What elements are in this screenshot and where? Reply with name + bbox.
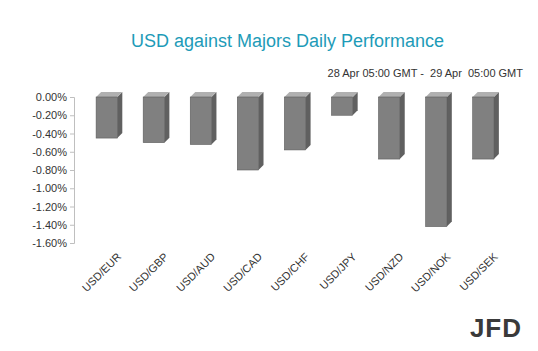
- x-tick: USD/CHF: [268, 249, 311, 293]
- bar-front: [96, 97, 117, 138]
- y-tick-mark: [70, 134, 74, 135]
- x-tick-label: USD/CAD: [221, 250, 265, 294]
- x-tick: USD/JPY: [317, 249, 359, 292]
- y-tick-mark: [70, 243, 74, 244]
- bar-side: [400, 92, 405, 159]
- bar: [426, 92, 452, 227]
- y-axis: 0.00% -0.20% -0.40% -0.60% -0.80% -1.00% -1.20…: [32, 91, 74, 249]
- y-tick: -1.60%: [32, 237, 74, 249]
- bar: [284, 92, 310, 150]
- bar: [143, 92, 169, 143]
- y-tick-mark: [70, 225, 74, 226]
- x-tick-label: USD/CHF: [268, 250, 311, 293]
- x-tick: USD/EUR: [80, 249, 124, 294]
- logo: JFD: [470, 313, 522, 343]
- bar: [473, 92, 499, 159]
- bar-side: [164, 92, 169, 143]
- y-tick-mark: [70, 115, 74, 116]
- y-tick-mark: [70, 170, 74, 171]
- y-tick: 0.00%: [36, 91, 74, 103]
- x-tick: USD/CAD: [221, 249, 265, 294]
- subtitle: 28 Apr 05:00 GMT - 29 Apr 05:00 GMT: [328, 67, 524, 79]
- y-tick-label: 0.00%: [36, 91, 67, 103]
- x-tick-label: USD/AUD: [174, 250, 218, 294]
- bar-front: [284, 97, 305, 150]
- y-tick: -0.20%: [32, 109, 74, 121]
- bar-front: [379, 97, 400, 159]
- bar-side: [447, 92, 452, 227]
- y-tick-label: -1.40%: [32, 219, 67, 231]
- bar: [96, 92, 122, 138]
- y-axis-line: [70, 98, 75, 244]
- title: USD against Majors Daily Performance: [131, 31, 444, 51]
- bar-side: [259, 92, 264, 170]
- y-tick: -0.80%: [32, 164, 74, 176]
- bar-front: [237, 97, 258, 170]
- y-tick-label: -1.20%: [32, 201, 67, 213]
- x-tick-label: USD/SEK: [457, 250, 500, 293]
- y-tick-label: -1.00%: [32, 182, 67, 194]
- bar: [379, 92, 405, 159]
- bar-front: [143, 97, 164, 143]
- y-tick-mark: [70, 188, 74, 189]
- bar: [331, 92, 357, 115]
- bar-top: [379, 92, 405, 97]
- y-tick-mark: [70, 207, 74, 208]
- bar-side: [306, 92, 311, 150]
- bar-side: [117, 92, 122, 138]
- x-tick-label: USD/EUR: [80, 250, 124, 294]
- x-tick: USD/AUD: [174, 249, 218, 294]
- bar-front: [190, 97, 211, 144]
- bar-top: [426, 92, 452, 97]
- y-tick: -0.40%: [32, 128, 74, 140]
- background: [0, 0, 538, 351]
- y-tick-mark: [70, 97, 74, 98]
- chart: USD against Majors Daily Performance 28 A…: [0, 0, 538, 351]
- bar-top: [331, 92, 357, 97]
- bar-top: [284, 92, 310, 97]
- y-tick: -1.40%: [32, 219, 74, 231]
- bar: [190, 92, 216, 144]
- bar-top: [190, 92, 216, 97]
- x-tick-label: USD/JPY: [317, 250, 359, 292]
- x-tick-label: USD/GBP: [127, 250, 170, 293]
- y-tick-label: -1.60%: [32, 237, 67, 249]
- bar-front: [473, 97, 494, 159]
- x-tick: USD/NOK: [409, 249, 453, 294]
- bar: [237, 92, 263, 170]
- x-tick: USD/GBP: [127, 249, 170, 294]
- bars: [96, 92, 499, 227]
- y-tick-label: -0.60%: [32, 146, 67, 158]
- bar-top: [237, 92, 263, 97]
- y-tick-label: -0.40%: [32, 128, 67, 140]
- y-tick: -0.60%: [32, 146, 74, 158]
- y-tick-label: -0.80%: [32, 164, 67, 176]
- bar-front: [331, 97, 352, 115]
- bar-front: [426, 97, 447, 227]
- x-tick: USD/SEK: [457, 249, 500, 293]
- x-tick: USD/NZD: [363, 249, 406, 293]
- x-axis: USD/EURUSD/GBPUSD/AUDUSD/CADUSD/CHFUSD/J…: [80, 249, 501, 294]
- y-tick: -1.00%: [32, 182, 74, 194]
- y-tick-mark: [70, 152, 74, 153]
- x-tick-label: USD/NOK: [409, 250, 453, 294]
- y-tick-label: -0.20%: [32, 109, 67, 121]
- bar-top: [96, 92, 122, 97]
- bar-side: [494, 92, 499, 159]
- bar-side: [211, 92, 216, 144]
- bar-top: [143, 92, 169, 97]
- y-tick: -1.20%: [32, 201, 74, 213]
- x-tick-label: USD/NZD: [363, 250, 406, 293]
- bar-top: [473, 92, 499, 97]
